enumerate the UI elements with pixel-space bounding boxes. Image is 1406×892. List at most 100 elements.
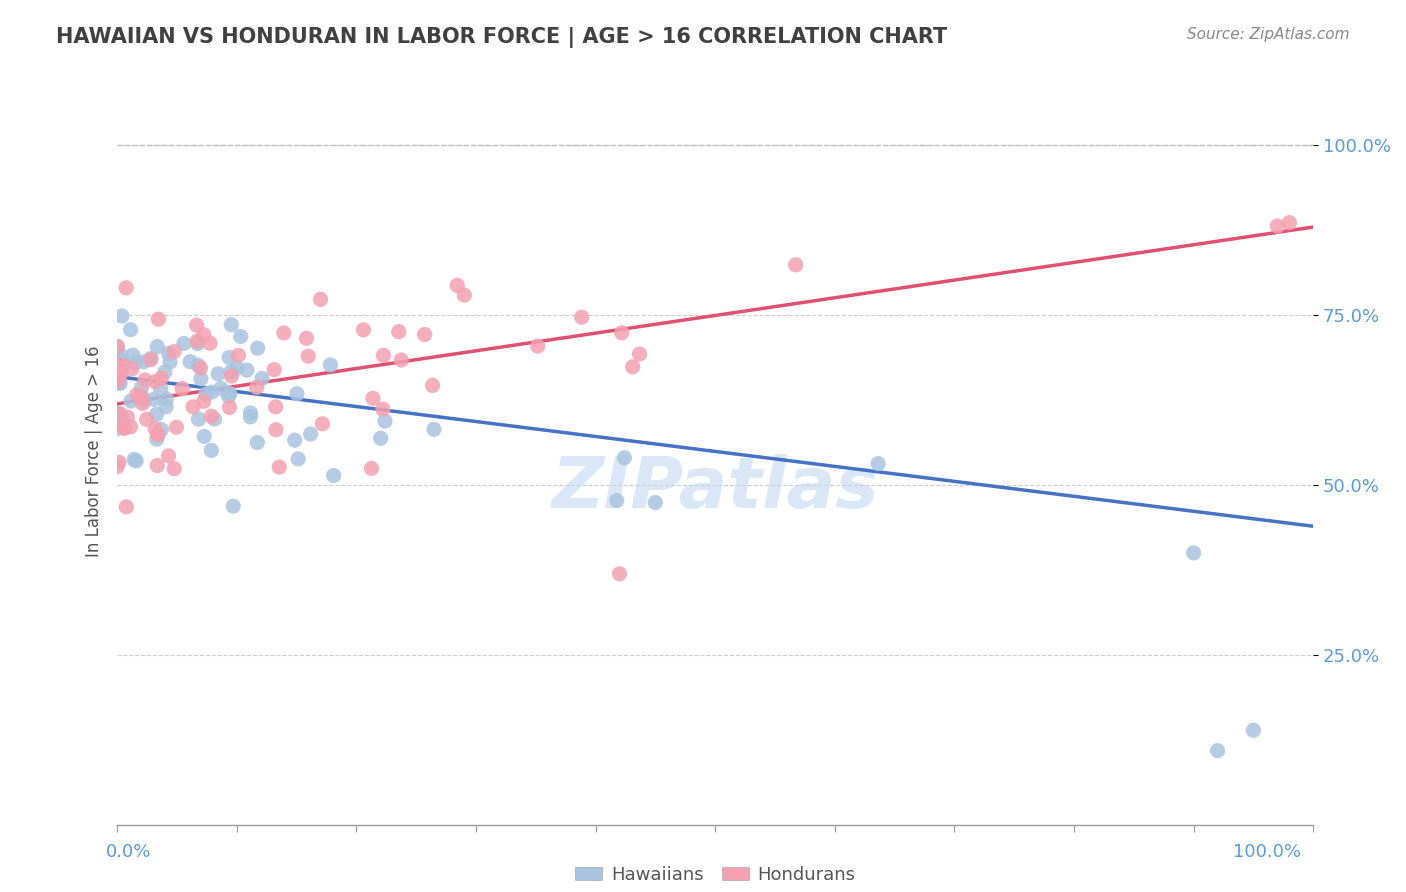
Hondurans (311, 417, 333, 431)
Hondurans (172, 382, 194, 396)
Hondurans (108, 455, 131, 469)
Hondurans (422, 378, 444, 392)
Hawaiians (145, 408, 167, 422)
Hawaiians (108, 374, 131, 388)
Hawaiians (157, 346, 180, 360)
Hawaiians (239, 406, 262, 420)
Hondurans (148, 312, 170, 326)
Hondurans (273, 326, 295, 340)
Hawaiians (110, 413, 132, 427)
Hawaiians (124, 355, 146, 369)
Hawaiians (868, 457, 890, 471)
Hondurans (297, 349, 319, 363)
Hawaiians (229, 329, 252, 343)
Text: 100.0%: 100.0% (1233, 843, 1301, 861)
Hondurans (264, 423, 287, 437)
Hondurans (263, 362, 285, 376)
Hawaiians (644, 495, 666, 509)
Hondurans (105, 339, 128, 353)
Hondurans (295, 331, 318, 345)
Hawaiians (150, 423, 173, 437)
Hondurans (146, 427, 169, 442)
Hondurans (309, 293, 332, 307)
Text: 0.0%: 0.0% (105, 843, 150, 861)
Hawaiians (613, 450, 636, 465)
Hondurans (373, 348, 395, 362)
Hondurans (371, 402, 394, 417)
Hawaiians (108, 376, 131, 390)
Hawaiians (131, 380, 153, 394)
Hondurans (112, 421, 135, 435)
Hondurans (115, 500, 138, 514)
Hondurans (129, 389, 152, 403)
Hawaiians (120, 394, 142, 409)
Hondurans (610, 326, 633, 340)
Hondurans (228, 348, 250, 362)
Hawaiians (287, 451, 309, 466)
Hondurans (186, 334, 208, 349)
Hawaiians (1243, 723, 1265, 738)
Hawaiians (132, 355, 155, 369)
Hondurans (221, 369, 243, 384)
Hawaiians (105, 421, 128, 435)
Hawaiians (108, 376, 131, 391)
Hawaiians (250, 371, 273, 385)
Hawaiians (173, 336, 195, 351)
Hondurans (413, 327, 436, 342)
Hondurans (609, 566, 631, 581)
Hondurans (139, 352, 162, 367)
Hawaiians (246, 435, 269, 450)
Hondurans (165, 420, 187, 434)
Hawaiians (207, 367, 229, 381)
Hondurans (352, 323, 374, 337)
Hawaiians (187, 358, 209, 372)
Hondurans (163, 461, 186, 475)
Hondurans (146, 426, 169, 441)
Hondurans (1278, 216, 1301, 230)
Hondurans (361, 392, 384, 406)
Hawaiians (122, 452, 145, 467)
Hawaiians (1206, 744, 1229, 758)
Text: HAWAIIAN VS HONDURAN IN LABOR FORCE | AGE > 16 CORRELATION CHART: HAWAIIAN VS HONDURAN IN LABOR FORCE | AG… (56, 27, 948, 48)
Hondurans (146, 458, 169, 473)
Hawaiians (239, 409, 262, 424)
Hawaiians (125, 454, 148, 468)
Hawaiians (149, 382, 172, 396)
Hondurans (120, 419, 142, 434)
Hawaiians (141, 351, 163, 366)
Hawaiians (221, 318, 243, 332)
Hondurans (193, 394, 215, 409)
Hondurans (453, 288, 475, 302)
Hawaiians (190, 372, 212, 386)
Hawaiians (285, 386, 308, 401)
Hondurans (186, 318, 208, 333)
Hawaiians (145, 432, 167, 446)
Hawaiians (299, 427, 322, 442)
Hondurans (190, 360, 212, 375)
Hondurans (246, 380, 269, 394)
Legend: Hawaiians, Hondurans: Hawaiians, Hondurans (568, 859, 863, 891)
Hondurans (269, 460, 291, 475)
Hondurans (157, 449, 180, 463)
Hondurans (110, 366, 132, 380)
Hawaiians (155, 400, 177, 414)
Hawaiians (222, 499, 245, 513)
Hawaiians (219, 365, 242, 379)
Hawaiians (110, 349, 132, 363)
Hawaiians (236, 363, 259, 377)
Hondurans (108, 406, 131, 420)
Text: ZIPatlas: ZIPatlas (551, 454, 879, 524)
Hondurans (446, 278, 468, 293)
Hondurans (105, 358, 128, 372)
Hondurans (181, 400, 204, 414)
Hawaiians (142, 392, 165, 407)
Hondurans (163, 344, 186, 359)
Hawaiians (187, 336, 209, 351)
Hawaiians (370, 431, 392, 445)
Hawaiians (120, 323, 142, 337)
Text: Source: ZipAtlas.com: Source: ZipAtlas.com (1187, 27, 1350, 42)
Hondurans (360, 461, 382, 475)
Hawaiians (132, 393, 155, 408)
Hawaiians (107, 357, 129, 371)
Hawaiians (1182, 546, 1205, 560)
